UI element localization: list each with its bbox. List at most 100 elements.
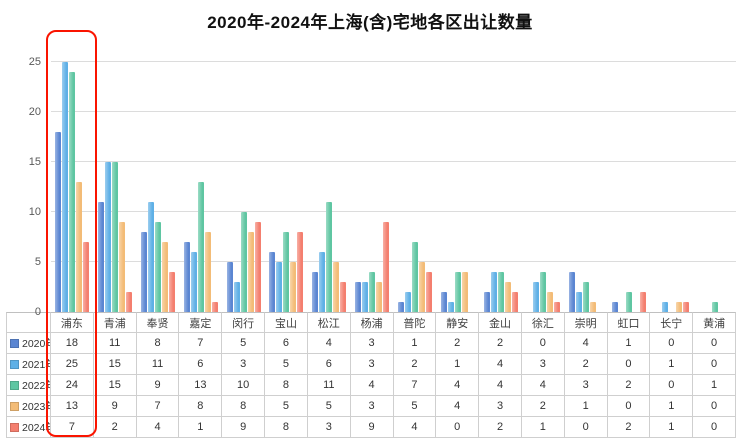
- bar-2023年-宝山: [290, 262, 297, 312]
- bar-group-闵行: [222, 38, 265, 312]
- bar-2023年-普陀: [418, 262, 425, 312]
- bar-2020年-嘉定: [183, 242, 190, 312]
- bar-group-静安: [436, 38, 479, 312]
- bar-2022年-杨浦: [369, 272, 376, 312]
- table-value-2023年-金山: 3: [479, 396, 522, 417]
- district-header-嘉定: 嘉定: [179, 312, 223, 333]
- year-row-header-2022年: 2022年: [6, 375, 51, 396]
- table-value-2020年-崇明: 4: [564, 333, 608, 354]
- bar-2022年-浦东: [69, 72, 76, 312]
- bar-2024年-浦东: [83, 242, 90, 312]
- bar-group-宝山: [265, 38, 308, 312]
- bar-2020年-浦东: [55, 132, 62, 312]
- bar-2022年-黄浦: [711, 302, 718, 312]
- table-value-2024年-宝山: 8: [265, 417, 308, 438]
- bar-group-徐汇: [522, 38, 565, 312]
- table-value-2024年-虹口: 2: [607, 417, 651, 438]
- bar-2021年-静安: [447, 302, 454, 312]
- table-value-2021年-崇明: 2: [564, 354, 608, 375]
- table-value-2020年-普陀: 1: [393, 333, 437, 354]
- bar-2021年-闵行: [233, 282, 240, 312]
- bar-group-松江: [308, 38, 351, 312]
- table-value-2020年-奉贤: 8: [136, 333, 180, 354]
- y-tick-label-0: 0: [34, 306, 41, 318]
- table-value-2023年-浦东: 13: [51, 396, 94, 417]
- bar-2023年-浦东: [76, 182, 83, 312]
- plot-area: [51, 38, 736, 312]
- bar-group-普陀: [394, 38, 437, 312]
- bar-2022年-宝山: [283, 232, 290, 312]
- bar-group-黄浦: [693, 38, 736, 312]
- table-value-2020年-金山: 2: [479, 333, 522, 354]
- bar-2024年-杨浦: [383, 222, 390, 312]
- bar-2021年-松江: [319, 252, 326, 312]
- bar-2024年-长宁: [682, 302, 689, 312]
- bar-2023年-徐汇: [547, 292, 554, 312]
- table-value-2021年-徐汇: 3: [521, 354, 565, 375]
- table-value-2021年-奉贤: 11: [136, 354, 180, 375]
- table-value-2021年-黄浦: 0: [693, 354, 736, 375]
- bar-2024年-虹口: [639, 292, 646, 312]
- bar-2021年-普陀: [404, 292, 411, 312]
- table-value-2022年-普陀: 7: [393, 375, 437, 396]
- table-value-2020年-嘉定: 7: [179, 333, 223, 354]
- bar-2024年-闵行: [254, 222, 261, 312]
- year-label: 2021年: [22, 358, 50, 371]
- bar-2022年-徐汇: [540, 272, 547, 312]
- bar-2020年-杨浦: [355, 282, 362, 312]
- table-value-2023年-杨浦: 3: [350, 396, 394, 417]
- bar-2020年-静安: [440, 292, 447, 312]
- bar-2021年-宝山: [276, 262, 283, 312]
- gridline-20: [51, 111, 736, 112]
- district-header-长宁: 长宁: [650, 312, 694, 333]
- bar-2024年-宝山: [297, 232, 304, 312]
- bar-2022年-嘉定: [197, 182, 204, 312]
- bar-2023年-崇明: [590, 302, 597, 312]
- bar-2021年-长宁: [661, 302, 668, 312]
- year-row-header-2021年: 2021年: [6, 354, 51, 375]
- bar-2020年-松江: [312, 272, 319, 312]
- bar-2020年-闵行: [226, 262, 233, 312]
- table-value-2023年-黄浦: 0: [693, 396, 736, 417]
- table-value-2021年-长宁: 1: [650, 354, 694, 375]
- y-tick-label-20: 20: [28, 106, 41, 118]
- bar-2021年-浦东: [62, 62, 69, 312]
- table-value-2021年-金山: 4: [479, 354, 522, 375]
- table-value-2023年-崇明: 1: [564, 396, 608, 417]
- table-value-2022年-虹口: 2: [607, 375, 651, 396]
- y-tick-label-5: 5: [34, 256, 41, 268]
- district-header-杨浦: 杨浦: [350, 312, 394, 333]
- table-value-2021年-嘉定: 6: [179, 354, 223, 375]
- gridline-5: [51, 261, 736, 262]
- bar-2023年-长宁: [675, 302, 682, 312]
- table-value-2023年-嘉定: 8: [179, 396, 223, 417]
- table-value-2022年-徐汇: 4: [521, 375, 565, 396]
- table-value-2024年-徐汇: 1: [521, 417, 565, 438]
- year-row-header-2024年: 2024年: [6, 417, 51, 438]
- table-value-2022年-长宁: 0: [650, 375, 694, 396]
- table-value-2021年-杨浦: 3: [350, 354, 394, 375]
- chart-and-table: 0 5 10 15 20 25 浦东 青浦 奉贤 嘉定 闵行 宝山 松江 杨浦 普陀 静安 金山 徐汇 崇明 虹口长…: [6, 38, 736, 438]
- legend-swatch-2023年: [10, 401, 19, 411]
- district-header-静安: 静安: [436, 312, 480, 333]
- bar-group-虹口: [608, 38, 651, 312]
- year-label: 2022年: [22, 379, 50, 392]
- table-value-2023年-普陀: 5: [393, 396, 437, 417]
- bar-2022年-松江: [326, 202, 333, 312]
- table-value-2024年-静安: 0: [436, 417, 480, 438]
- table-value-2022年-嘉定: 13: [179, 375, 223, 396]
- table-value-2022年-奉贤: 9: [136, 375, 180, 396]
- bar-groups: [51, 38, 736, 312]
- year-label: 2020年: [22, 337, 50, 350]
- district-header-金山: 金山: [479, 312, 522, 333]
- y-axis: 0 5 10 15 20 25: [6, 38, 51, 318]
- bar-2021年-崇明: [576, 292, 583, 312]
- district-header-虹口: 虹口: [607, 312, 651, 333]
- y-tick-label-25: 25: [28, 56, 41, 68]
- legend-swatch-2021年: [10, 359, 19, 369]
- bar-2024年-普陀: [425, 272, 432, 312]
- table-value-2022年-崇明: 3: [564, 375, 608, 396]
- table-value-2020年-杨浦: 3: [350, 333, 394, 354]
- table-value-2021年-松江: 6: [307, 354, 351, 375]
